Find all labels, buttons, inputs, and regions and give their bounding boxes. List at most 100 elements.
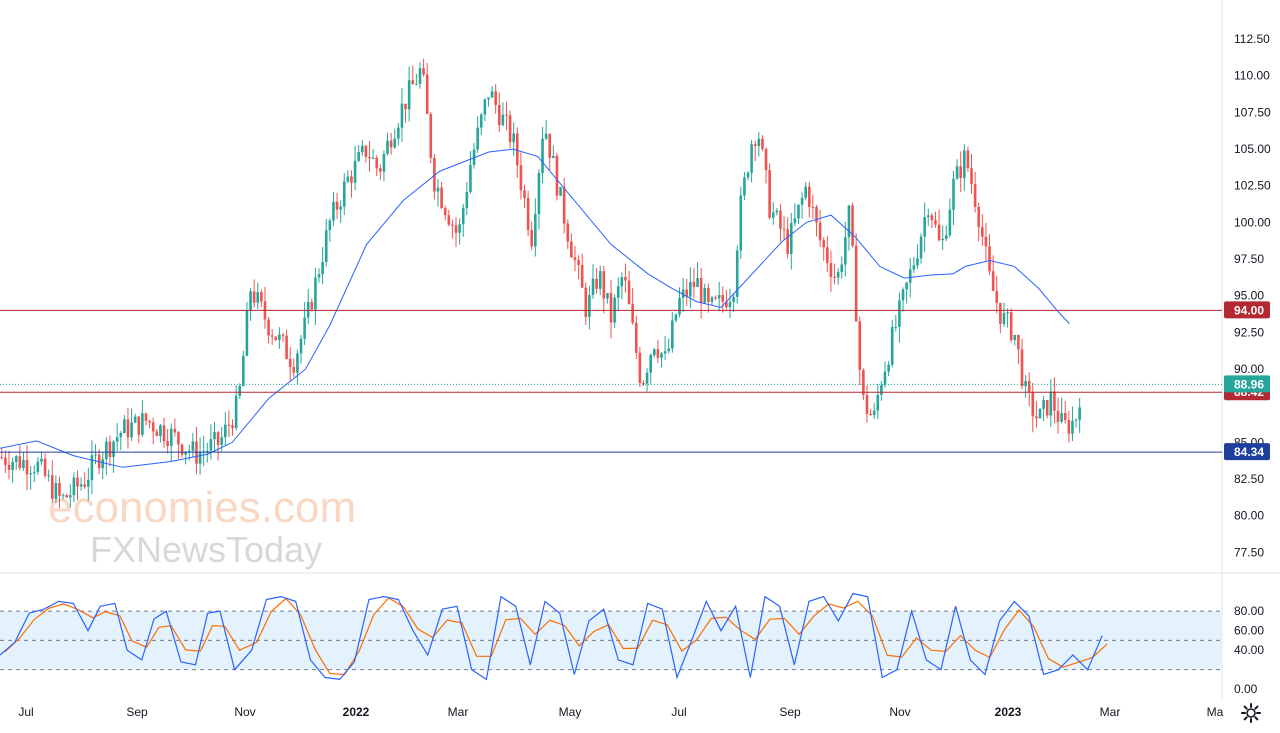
candle-body (375, 157, 379, 169)
candle-body (981, 227, 984, 237)
candle-body (764, 148, 768, 171)
candle-body (191, 441, 195, 451)
candle-body (404, 103, 407, 110)
candle-body (429, 113, 433, 158)
candle-body (133, 416, 137, 423)
candle-body (862, 369, 865, 395)
candle-body (916, 258, 919, 266)
price-pane[interactable]: 112.50 110.00 107.50 105.00 102.50 100.00 97.5… (0, 0, 1280, 700)
candle-body (296, 353, 299, 373)
candle-body (1013, 334, 1017, 341)
candle-body (901, 289, 905, 301)
price-tick-label: 92.50 (1234, 325, 1264, 339)
candle-body (624, 277, 627, 281)
candle-body (50, 475, 54, 499)
gear-icon[interactable] (1240, 702, 1262, 724)
candle-body (771, 212, 775, 218)
candle-body (707, 288, 710, 302)
candle-body (43, 458, 47, 476)
candle-body (789, 223, 793, 254)
candle-body (364, 145, 368, 157)
price-tick-label: 110.00 (1234, 69, 1270, 83)
price-tick-label: 80.00 (1234, 509, 1264, 523)
candle-body (1053, 391, 1056, 411)
candle-body (454, 225, 458, 233)
level-label: 94.00 (1234, 303, 1264, 317)
candle-body (552, 155, 555, 159)
candle-body (252, 291, 256, 303)
candle-body (447, 215, 451, 225)
candle-body (995, 290, 999, 303)
candle-body (310, 301, 314, 310)
candle-body (959, 166, 963, 179)
time-tick-label: Nov (234, 705, 255, 719)
candle-body (418, 68, 422, 84)
candle-body (224, 424, 227, 438)
candle-body (332, 201, 335, 221)
candle-body (1063, 413, 1067, 421)
candle-body (952, 178, 955, 210)
candle-body (458, 224, 461, 233)
candle-body (379, 168, 382, 172)
candle-body (534, 214, 537, 247)
candle-body (1020, 349, 1024, 387)
candle-body (804, 186, 807, 198)
candle-body (710, 297, 714, 302)
candle-body (234, 395, 238, 429)
candle-body (973, 184, 977, 207)
candle-body (851, 205, 854, 246)
time-tick-label: Jul (18, 705, 33, 719)
watermark: economies.com FXNewsToday (48, 483, 356, 570)
candle-body (90, 455, 94, 481)
candle-body (948, 209, 952, 236)
candle-body (663, 351, 667, 354)
candle-body (18, 456, 22, 469)
candle-body (1035, 416, 1038, 419)
candle-body (342, 181, 346, 207)
candle-body (750, 144, 753, 173)
candle-body (353, 160, 357, 183)
candle-body (1056, 410, 1060, 422)
candle-body (559, 187, 562, 196)
candle-body (32, 472, 36, 474)
candle-body (180, 444, 184, 455)
candle-body (54, 483, 58, 499)
time-tick-label: 2022 (343, 705, 370, 719)
candle-body (872, 410, 876, 416)
candle-body (649, 355, 652, 373)
candle-body (479, 114, 483, 128)
candle-body (566, 223, 570, 242)
candle-body (743, 177, 746, 196)
candle-body (151, 422, 155, 432)
candle-body (198, 451, 202, 464)
candle-body (797, 204, 800, 219)
candle-body (1002, 312, 1006, 324)
candle-body (14, 456, 18, 462)
candle-body (638, 352, 642, 383)
candle-body (898, 300, 901, 327)
time-axis: Jul Sep Nov 2022 Mar May Jul Sep Nov 2023 Mar Ma (18, 705, 1223, 719)
candle-body (306, 301, 310, 318)
candle-body (497, 104, 501, 126)
candle-body (443, 207, 447, 216)
candle-body (465, 192, 469, 209)
candle-body (591, 278, 595, 296)
candle-body (440, 187, 443, 208)
candle-body (79, 484, 83, 487)
time-tick-label: Mar (1100, 705, 1121, 719)
candle-body (76, 477, 79, 487)
candle-body (209, 439, 213, 451)
candle-body (833, 276, 836, 278)
candle-body (321, 262, 324, 275)
candle-body (187, 450, 191, 452)
stochastic-pane[interactable]: 80.00 60.00 40.00 0.00 (0, 592, 1264, 697)
candle-body (65, 495, 68, 498)
candle-body (61, 495, 65, 497)
candle-body (130, 422, 133, 438)
candle-body (854, 245, 858, 322)
price-tick-label: 95.00 (1234, 289, 1264, 303)
candle-body (1078, 407, 1081, 420)
price-tick-label: 97.50 (1234, 252, 1264, 266)
